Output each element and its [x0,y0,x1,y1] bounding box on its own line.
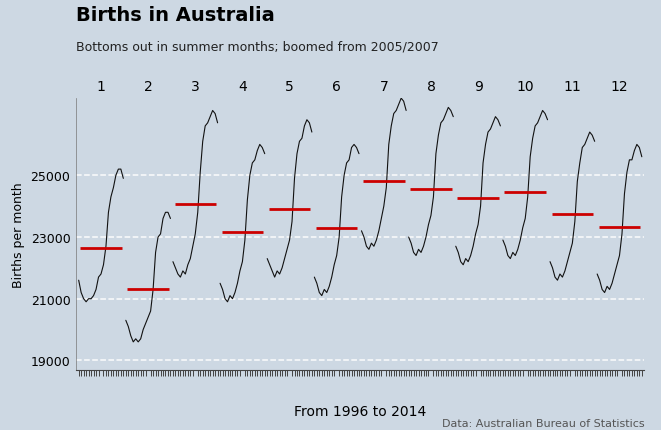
Y-axis label: Births per month: Births per month [12,181,25,287]
Text: Data: Australian Bureau of Statistics: Data: Australian Bureau of Statistics [442,418,644,428]
Text: From 1996 to 2014: From 1996 to 2014 [294,404,426,418]
Text: Bottoms out in summer months; boomed from 2005/2007: Bottoms out in summer months; boomed fro… [76,41,439,54]
Text: Births in Australia: Births in Australia [76,6,275,25]
